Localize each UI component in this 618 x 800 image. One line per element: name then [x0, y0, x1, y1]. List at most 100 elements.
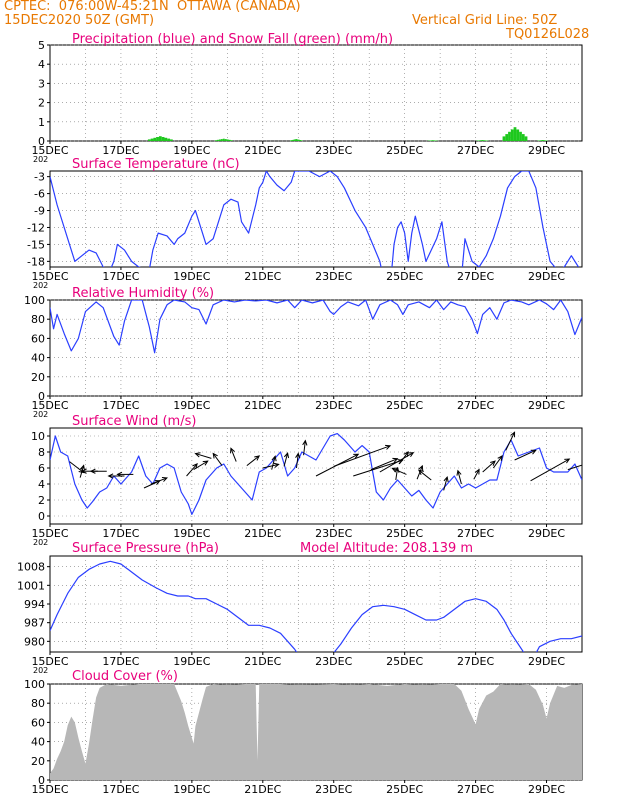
wind-arrow-head	[254, 455, 261, 461]
snow-bar	[224, 139, 227, 141]
snow-bar	[295, 139, 297, 141]
snow-bar	[228, 139, 231, 141]
wind-arrow-head	[202, 460, 209, 466]
x-tick-label: 25DEC	[386, 783, 423, 796]
panel-title: Surface Wind (m/s)	[72, 414, 196, 429]
panel-frame	[49, 44, 583, 142]
snow-bar	[544, 140, 546, 141]
series-line	[50, 433, 582, 516]
snow-bar	[150, 138, 154, 141]
wind-arrow-head	[194, 452, 201, 458]
y-tick-label: 0	[38, 135, 45, 148]
wind-arrow-head	[474, 468, 480, 475]
y-tick-label: 1008	[17, 561, 45, 574]
snow-bar	[169, 139, 173, 141]
snow-bar	[164, 137, 168, 141]
y-tick-label: 0	[38, 510, 45, 523]
x-tick-label: 19DEC	[173, 655, 210, 668]
snow-bar	[291, 140, 293, 141]
wind-arrow	[283, 452, 289, 467]
y-tick-label: -6	[34, 188, 45, 201]
run-datetime: 15DEC2020 50Z (GMT)	[4, 13, 155, 28]
x-tick-label: 27DEC	[457, 527, 494, 540]
snow-bar	[216, 139, 219, 141]
x-tick-label: 21DEC	[244, 144, 281, 157]
x-tick-label: 15DEC	[31, 270, 68, 283]
panel-title: Surface Temperature (nC)	[72, 157, 240, 172]
y-tick-label: 3	[38, 77, 45, 90]
wind-arrow-head	[392, 457, 399, 463]
x-tick-label: 29DEC	[528, 144, 565, 157]
location-header: CPTEC: 076:00W-45:21N OTTAWA (CANADA)	[4, 0, 301, 14]
y-tick-label: -9	[34, 205, 45, 218]
wind-arrow	[212, 453, 223, 466]
y-tick-label: -15	[27, 238, 45, 251]
panel-title: Surface Pressure (hPa)	[72, 541, 219, 556]
x-tick-label: 17DEC	[102, 783, 139, 796]
x-tick-label: 23DEC	[315, 270, 352, 283]
y-tick-label: 1	[38, 116, 45, 129]
panel-5: 980 987 994 1001 1008 15DEC 17DEC 19DEC 21DEC 23D…	[17, 541, 583, 675]
wind-arrow-head	[80, 468, 87, 474]
y-tick-label: 987	[24, 617, 45, 630]
x-tick-label: 27DEC	[457, 144, 494, 157]
wind-arrow	[262, 463, 279, 469]
wind-arrow-head	[273, 462, 280, 468]
wind-arrow	[398, 451, 409, 465]
wind-arrow-head	[564, 458, 571, 464]
year-stub-label: 202	[33, 538, 48, 547]
wind-arrow	[246, 455, 260, 466]
snow-bar	[218, 139, 221, 141]
x-tick-label: 21DEC	[244, 270, 281, 283]
wind-arrow	[492, 455, 503, 469]
snow-bar	[220, 139, 223, 141]
wind-arrow	[295, 453, 299, 469]
snow-bar	[289, 140, 292, 141]
x-tick-label: 15DEC	[31, 527, 68, 540]
wind-arrow-head	[403, 450, 409, 457]
x-tick-label: 19DEC	[173, 399, 210, 412]
x-tick-label: 19DEC	[173, 783, 210, 796]
snow-bar	[230, 140, 233, 141]
cloud-cover-area	[50, 684, 582, 780]
x-tick-label: 29DEC	[528, 783, 565, 796]
snow-bar	[226, 139, 229, 141]
snow-bar	[167, 138, 170, 141]
y-tick-label: 6	[38, 462, 45, 475]
wind-arrow-head	[586, 462, 591, 466]
wind-arrow-head	[161, 477, 168, 482]
x-tick-label: 21DEC	[244, 783, 281, 796]
x-tick-label: 17DEC	[102, 270, 139, 283]
x-tick-label: 29DEC	[528, 399, 565, 412]
y-tick-label: 1001	[17, 579, 45, 592]
x-tick-label: 19DEC	[173, 144, 210, 157]
x-tick-label: 29DEC	[528, 527, 565, 540]
x-tick-label: 15DEC	[31, 399, 68, 412]
y-tick-label: -12	[27, 221, 45, 234]
wind-arrow-head	[283, 451, 290, 459]
wind-arrow-head	[212, 452, 218, 459]
x-tick-label: 15DEC	[31, 783, 68, 796]
snow-bar	[502, 136, 506, 141]
wind-arrow	[193, 460, 208, 471]
snow-bar	[161, 137, 165, 141]
x-tick-label: 17DEC	[102, 527, 139, 540]
series-line	[50, 560, 582, 652]
y-tick-label: 100	[24, 294, 45, 307]
snow-bar	[153, 137, 157, 141]
wind-arrow-head	[408, 452, 415, 458]
snow-bar	[540, 140, 543, 141]
panel-6: 0 20 40 60 80 100 15DEC 17DEC 19DEC 21DEC 23DEC 25D…	[24, 669, 583, 796]
x-tick-label: 21DEC	[244, 655, 281, 668]
x-tick-label: 25DEC	[386, 399, 423, 412]
wind-arrow-head	[443, 475, 449, 483]
wind-arrow-head	[116, 471, 123, 478]
wind-arrow	[418, 469, 432, 481]
panel-title: Precipitation (blue) and Snow Fall (gree…	[72, 32, 393, 47]
wind-arrow-head	[490, 460, 496, 466]
snow-bar	[214, 140, 217, 141]
series-group	[50, 431, 591, 516]
x-tick-label: 17DEC	[102, 399, 139, 412]
wind-arrow-head	[391, 467, 398, 473]
